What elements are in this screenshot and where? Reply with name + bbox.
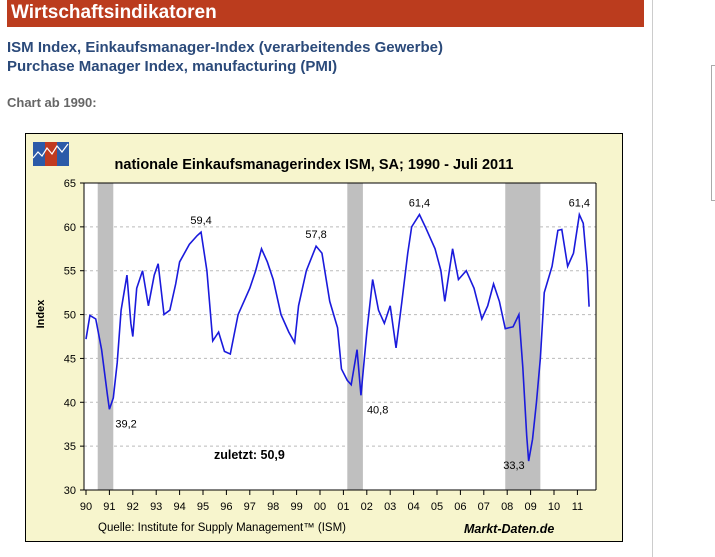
- series-line: [85, 211, 590, 462]
- x-tick-label: 94: [173, 501, 185, 513]
- y-tick-label: 55: [64, 266, 76, 278]
- chart-title: nationale Einkaufsmanagerindex ISM, SA; …: [115, 157, 514, 173]
- x-tick-label: 07: [478, 501, 490, 513]
- data-label: 61,4: [569, 198, 590, 210]
- last-value-label: zuletzt: 50,9: [214, 448, 285, 462]
- x-tick-label: 98: [267, 501, 279, 513]
- logo-icon: [32, 142, 69, 166]
- source-label: Quelle: Institute for Supply Management™…: [98, 522, 346, 534]
- y-axis-label: Index: [35, 299, 47, 329]
- x-tick-label: 08: [501, 501, 513, 513]
- y-tick-label: 45: [64, 353, 76, 365]
- x-tick-label: 11: [572, 501, 583, 513]
- chart-container: nationale Einkaufsmanagerindex ISM, SA; …: [25, 133, 623, 542]
- side-panel: [652, 0, 715, 557]
- recession-band: [97, 183, 114, 490]
- x-tick-label: 02: [361, 501, 373, 513]
- y-tick-label: 65: [64, 178, 76, 190]
- data-label: 39,2: [115, 418, 136, 430]
- x-tick-label: 93: [150, 501, 162, 513]
- ism-chart: nationale Einkaufsmanagerindex ISM, SA; …: [32, 142, 597, 536]
- x-tick-label: 03: [384, 501, 396, 513]
- section-header: Wirtschaftsindikatoren: [7, 0, 644, 27]
- subtitle-en: Purchase Manager Index, manufacturing (P…: [7, 58, 338, 75]
- y-tick-label: 60: [64, 222, 76, 234]
- y-tick-label: 40: [64, 397, 76, 409]
- brand-label: Markt-Daten.de: [464, 522, 554, 536]
- subtitle-de: ISM Index, Einkaufsmanager-Index (verarb…: [7, 39, 443, 56]
- data-label: 59,4: [190, 215, 211, 227]
- x-tick-label: 09: [524, 501, 536, 513]
- chart-intro: Chart ab 1990:: [7, 95, 97, 110]
- data-label: 33,3: [503, 460, 524, 472]
- x-tick-label: 91: [103, 501, 115, 513]
- x-tick-label: 00: [314, 501, 326, 513]
- data-label: 40,8: [367, 404, 388, 416]
- y-tick-label: 50: [64, 310, 76, 322]
- side-scroll-tab[interactable]: [711, 65, 715, 201]
- y-tick-label: 30: [64, 485, 76, 497]
- x-tick-label: 01: [337, 501, 349, 513]
- x-tick-label: 99: [290, 501, 302, 513]
- x-tick-label: 97: [244, 501, 256, 513]
- data-label: 57,8: [305, 229, 326, 241]
- x-tick-label: 10: [548, 501, 560, 513]
- x-tick-label: 90: [80, 501, 92, 513]
- x-tick-label: 05: [431, 501, 443, 513]
- x-tick-label: 06: [454, 501, 466, 513]
- x-tick-label: 04: [407, 501, 419, 513]
- recession-band: [505, 183, 541, 490]
- data-label: 61,4: [409, 198, 430, 210]
- x-tick-label: 95: [197, 501, 209, 513]
- y-tick-label: 35: [64, 441, 76, 453]
- x-tick-label: 96: [220, 501, 232, 513]
- recession-band: [347, 183, 363, 490]
- x-tick-label: 92: [127, 501, 139, 513]
